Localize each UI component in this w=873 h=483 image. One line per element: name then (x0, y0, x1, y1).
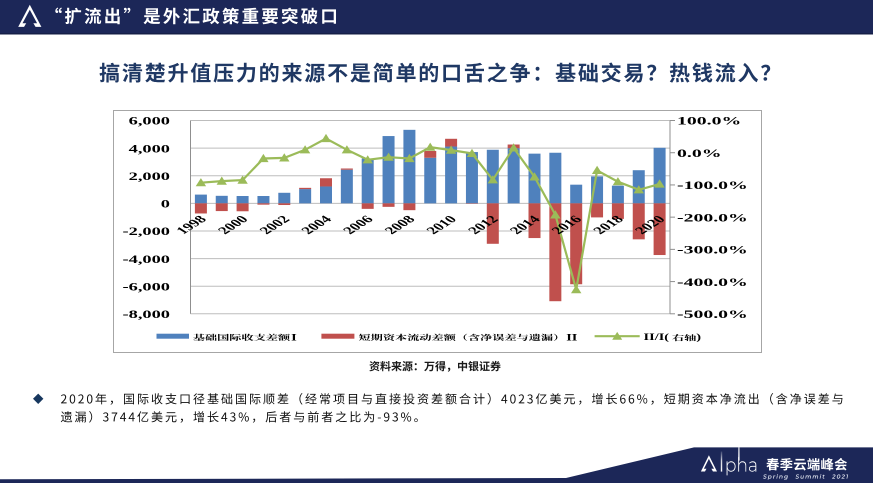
svg-text:-8,000: -8,000 (123, 308, 171, 321)
svg-text:-400.0%: -400.0% (677, 277, 748, 289)
svg-text:-300.0%: -300.0% (677, 244, 748, 256)
svg-text:-200.0%: -200.0% (677, 212, 748, 224)
svg-text:-2,000: -2,000 (123, 225, 171, 238)
svg-text:I: I (291, 332, 297, 342)
svg-text:-4,000: -4,000 (123, 253, 171, 266)
svg-text:-100.0%: -100.0% (677, 180, 748, 192)
svg-text:-500.0%: -500.0% (677, 309, 748, 321)
svg-text:100.0%: 100.0% (677, 115, 741, 127)
svg-text:II/I(: II/I( (644, 332, 670, 342)
svg-text:0: 0 (161, 198, 171, 211)
svg-text:0.0%: 0.0% (677, 148, 721, 160)
svg-text:2,000: 2,000 (129, 170, 171, 183)
svg-text:-6,000: -6,000 (123, 281, 171, 294)
svg-text:II: II (566, 332, 578, 342)
svg-text:4,000: 4,000 (129, 143, 171, 156)
svg-text:6,000: 6,000 (129, 115, 171, 128)
svg-text:): ) (696, 332, 701, 342)
